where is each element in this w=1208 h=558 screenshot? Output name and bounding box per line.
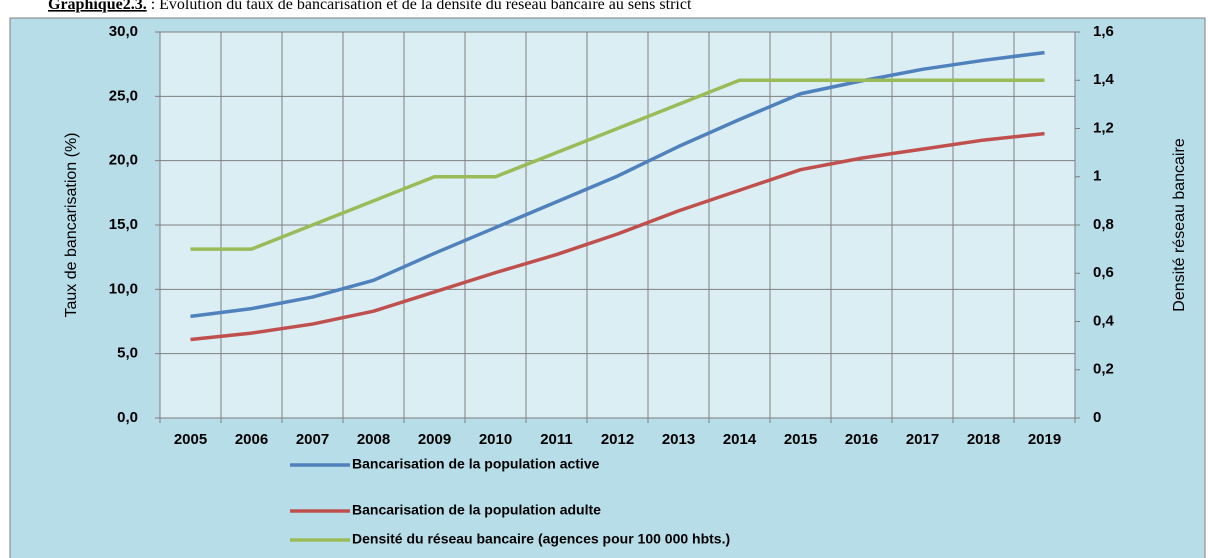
y-tick-label: 0,0 [117, 409, 138, 426]
x-tick-label: 2007 [296, 431, 329, 448]
y-tick-label: 25,0 [109, 87, 138, 104]
y2-tick-label: 0,6 [1093, 264, 1114, 281]
x-tick-label: 2012 [601, 431, 634, 448]
y-tick-label: 10,0 [109, 280, 138, 297]
y2-tick-label: 1,4 [1093, 71, 1115, 88]
y2-tick-label: 1,6 [1093, 23, 1114, 40]
y2-tick-label: 0,8 [1093, 216, 1114, 233]
chart-title: Graphique2.3. : Évolution du taux de ban… [48, 0, 692, 13]
series-line [190, 131, 1045, 342]
x-tick-label: 2006 [235, 431, 268, 448]
legend-label: Densité du réseau bancaire (agences pour… [352, 531, 730, 547]
x-tick-label: 2008 [357, 431, 390, 448]
series-line [190, 50, 1045, 319]
y2-tick-label: 1 [1093, 168, 1101, 185]
title-text: : Évolution du taux de bancarisation et … [147, 0, 692, 13]
x-tick-label: 2013 [662, 431, 695, 448]
x-tick-label: 2009 [418, 431, 451, 448]
y-tick-label: 15,0 [109, 216, 138, 233]
y2-tick-label: 0 [1093, 409, 1101, 426]
y-tick-label: 5,0 [117, 345, 138, 362]
x-tick-label: 2018 [967, 431, 1000, 448]
y2-axis-label: Densité réseau bancaire [1171, 138, 1188, 312]
series-line [190, 78, 1045, 251]
x-tick-label: 2010 [479, 431, 512, 448]
x-tick-label: 2015 [784, 431, 817, 448]
legend-label: Bancarisation de la population active [352, 456, 600, 472]
y-tick-label: 20,0 [109, 152, 138, 169]
x-tick-label: 2005 [174, 431, 207, 448]
y2-tick-label: 0,4 [1093, 312, 1115, 329]
y2-tick-label: 1,2 [1093, 119, 1114, 136]
title-label: Graphique2.3. [48, 0, 147, 13]
y2-tick-label: 0,2 [1093, 361, 1114, 378]
x-tick-label: 2016 [845, 431, 878, 448]
legend-label: Bancarisation de la population adulte [352, 502, 601, 518]
x-tick-label: 2014 [723, 431, 757, 448]
x-tick-label: 2019 [1028, 431, 1061, 448]
y-tick-label: 30,0 [109, 23, 138, 40]
y-axis-label: Taux de bancarisation (%) [63, 133, 80, 318]
x-tick-label: 2017 [906, 431, 939, 448]
x-tick-label: 2011 [540, 431, 573, 448]
